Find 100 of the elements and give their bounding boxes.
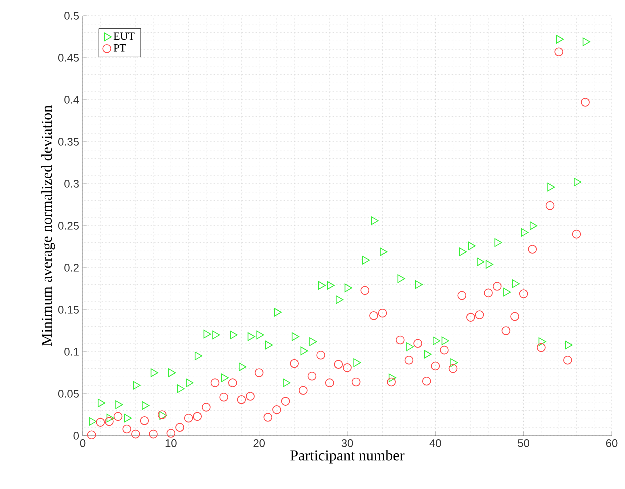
point	[546, 201, 555, 210]
x-tick-label: 20	[254, 440, 266, 448]
point	[404, 356, 414, 365]
point	[519, 290, 528, 298]
point	[486, 260, 494, 269]
point	[176, 423, 184, 432]
point	[149, 430, 158, 439]
point	[220, 392, 228, 402]
point	[504, 288, 512, 297]
point	[316, 350, 326, 360]
point	[415, 280, 423, 290]
x-tick-label: 60	[606, 440, 618, 448]
point	[327, 281, 335, 290]
point	[459, 248, 468, 256]
point	[237, 395, 246, 404]
point	[310, 338, 318, 346]
point	[204, 330, 212, 339]
point	[281, 397, 290, 406]
point	[166, 429, 176, 438]
point	[510, 312, 520, 322]
point	[150, 368, 158, 378]
y-tick-label: 0.2	[64, 264, 79, 272]
point	[484, 288, 493, 298]
point	[362, 256, 370, 265]
point	[299, 386, 308, 396]
point	[458, 291, 467, 300]
point	[202, 403, 211, 412]
point	[343, 364, 352, 372]
point	[492, 282, 502, 291]
point	[448, 364, 458, 374]
point	[574, 178, 582, 187]
x-axis-title: Participant number	[290, 450, 405, 464]
point	[264, 413, 273, 422]
point	[266, 340, 274, 350]
point	[387, 378, 396, 387]
x-tick-label: 0	[80, 440, 86, 448]
point	[325, 378, 334, 388]
point	[360, 286, 370, 296]
y-tick-label: 0.3	[64, 180, 79, 188]
point	[228, 378, 238, 388]
point	[283, 378, 291, 388]
point	[272, 406, 282, 414]
point	[440, 346, 449, 355]
y-tick-label: 0.35	[58, 138, 79, 146]
x-tick-label: 30	[342, 440, 354, 448]
point	[528, 245, 538, 254]
point	[106, 414, 114, 423]
point	[352, 378, 361, 387]
point	[581, 98, 590, 107]
point	[414, 339, 422, 348]
point	[96, 418, 106, 427]
point	[256, 330, 264, 340]
point	[422, 376, 432, 386]
y-tick-label: 0.4	[64, 96, 80, 104]
point	[431, 362, 440, 371]
y-tick-label: 0.05	[58, 390, 79, 398]
point	[396, 336, 405, 345]
point	[344, 284, 352, 292]
point	[554, 48, 564, 57]
point	[424, 350, 432, 359]
y-tick-label: 0.1	[64, 348, 79, 356]
point	[521, 228, 529, 238]
y-axis-title: Minimum average normalized deviation	[42, 106, 56, 346]
point	[230, 330, 238, 340]
point	[318, 281, 326, 290]
point	[193, 412, 202, 422]
point	[212, 330, 220, 340]
point	[248, 332, 256, 342]
point	[565, 340, 573, 350]
point	[168, 368, 176, 378]
point	[140, 416, 150, 426]
point	[548, 183, 556, 192]
legend-label: EUT	[114, 32, 135, 40]
point	[336, 296, 344, 304]
x-tick-label: 40	[430, 440, 442, 448]
point	[274, 308, 282, 317]
x-tick-label: 10	[166, 440, 177, 448]
point	[221, 374, 229, 382]
point	[210, 378, 220, 388]
y-tick-label: 0.45	[58, 54, 79, 62]
point	[477, 258, 485, 266]
y-tick-label: 0	[74, 432, 80, 440]
point	[530, 222, 538, 230]
point	[184, 414, 194, 423]
y-tick-label: 0.15	[58, 306, 79, 314]
point	[572, 230, 582, 239]
point	[450, 358, 458, 368]
point	[114, 412, 123, 422]
y-tick-label: 0.5	[64, 12, 79, 20]
point	[290, 359, 299, 368]
point	[308, 372, 317, 381]
point	[502, 326, 511, 336]
point	[582, 38, 590, 46]
point	[177, 384, 185, 394]
point	[89, 417, 97, 426]
point	[194, 352, 203, 360]
point	[370, 311, 378, 320]
point	[186, 378, 194, 388]
point	[254, 368, 264, 378]
y-tick-label: 0.25	[58, 222, 79, 230]
